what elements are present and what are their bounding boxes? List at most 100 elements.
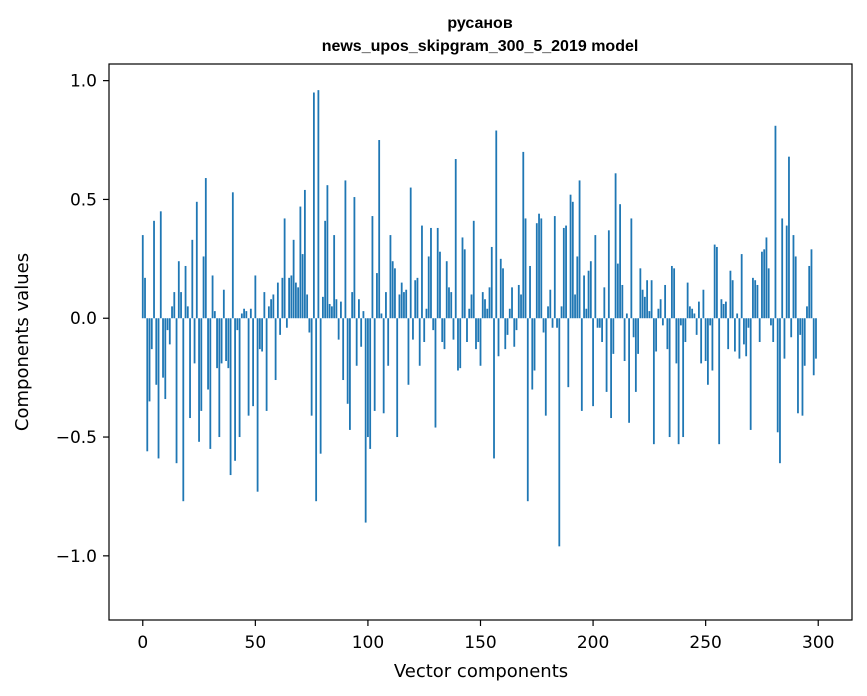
bar-132 (439, 251, 441, 319)
bar-190 (569, 194, 572, 319)
bar-74 (308, 318, 311, 333)
bar-79 (319, 318, 322, 454)
bar-272 (754, 280, 757, 319)
bar-87 (337, 318, 340, 340)
bar-65 (288, 277, 291, 319)
bar-180 (547, 306, 549, 319)
bar-134 (443, 318, 446, 350)
bar-211 (616, 263, 619, 319)
bar-123 (418, 318, 421, 366)
bar-16 (177, 261, 180, 319)
bar-151 (481, 292, 484, 319)
bar-81 (324, 220, 327, 319)
bar-116 (403, 292, 405, 319)
bar-40 (231, 192, 234, 319)
bar-105 (378, 140, 381, 319)
bar-208 (610, 318, 612, 419)
bar-44 (240, 313, 243, 319)
bar-98 (362, 311, 365, 319)
bar-138 (452, 318, 455, 340)
bar-266 (740, 254, 743, 319)
bar-177 (540, 218, 543, 319)
bar-77 (315, 318, 318, 502)
bar-1 (144, 277, 146, 319)
bar-248 (700, 318, 703, 364)
bar-296 (808, 265, 811, 319)
bar-192 (574, 294, 576, 319)
bar-111 (391, 261, 394, 319)
bar-277 (765, 237, 768, 319)
bar-99 (364, 318, 367, 523)
bar-130 (434, 318, 437, 428)
bar-256 (718, 318, 721, 445)
bar-120 (412, 318, 414, 340)
bar-185 (558, 318, 561, 547)
bar-70 (299, 206, 302, 319)
bar-240 (682, 318, 685, 438)
bar-51 (256, 318, 259, 492)
bar-96 (358, 299, 360, 319)
bar-95 (355, 318, 358, 366)
bar-263 (734, 318, 736, 352)
bar-273 (756, 284, 759, 319)
bar-35 (220, 318, 223, 364)
bar-101 (369, 318, 372, 449)
bar-280 (772, 318, 775, 342)
bar-271 (752, 277, 754, 319)
bar-297 (810, 249, 813, 319)
bar-245 (693, 313, 696, 319)
bar-262 (731, 280, 734, 319)
bar-292 (799, 318, 802, 335)
bar-62 (281, 277, 284, 319)
bar-142 (461, 237, 464, 319)
bar-290 (794, 256, 797, 319)
bar-32 (213, 311, 216, 319)
bar-86 (335, 299, 338, 319)
bar-235 (670, 265, 673, 319)
bar-13 (171, 306, 173, 319)
bar-109 (387, 318, 390, 366)
bar-128 (430, 227, 432, 319)
x-tick-label: 100 (352, 633, 384, 653)
bar-206 (605, 318, 608, 392)
bar-42 (236, 318, 239, 331)
bar-166 (515, 318, 518, 331)
bar-63 (283, 218, 286, 319)
x-tick-label: 150 (464, 633, 496, 653)
bar-275 (761, 251, 763, 319)
bar-217 (630, 218, 633, 319)
bar-236 (673, 268, 676, 319)
bar-33 (216, 318, 218, 369)
bar-159 (499, 258, 502, 319)
bar-184 (556, 318, 558, 328)
bar-178 (542, 318, 545, 333)
bar-167 (517, 284, 520, 319)
x-tick-label: 300 (802, 633, 834, 653)
bar-154 (488, 287, 491, 319)
bar-88 (340, 301, 342, 319)
bars-group (141, 90, 817, 547)
bar-119 (409, 187, 412, 319)
bar-182 (551, 318, 554, 328)
bar-84 (331, 306, 333, 319)
bar-147 (472, 220, 475, 319)
bar-15 (175, 318, 178, 464)
bar-257 (720, 299, 723, 319)
bar-112 (394, 268, 396, 319)
bar-199 (589, 261, 592, 319)
bar-55 (265, 318, 268, 411)
bar-251 (707, 318, 709, 385)
bar-85 (333, 235, 336, 319)
bar-205 (603, 287, 606, 319)
bar-10 (164, 318, 167, 400)
bar-183 (553, 216, 556, 319)
bar-110 (389, 235, 392, 319)
bar-295 (806, 306, 808, 319)
bar-209 (612, 318, 615, 354)
bar-43 (238, 318, 241, 438)
bar-249 (702, 289, 705, 319)
bar-60 (276, 282, 279, 319)
bar-254 (713, 244, 716, 319)
bar-218 (632, 318, 635, 338)
